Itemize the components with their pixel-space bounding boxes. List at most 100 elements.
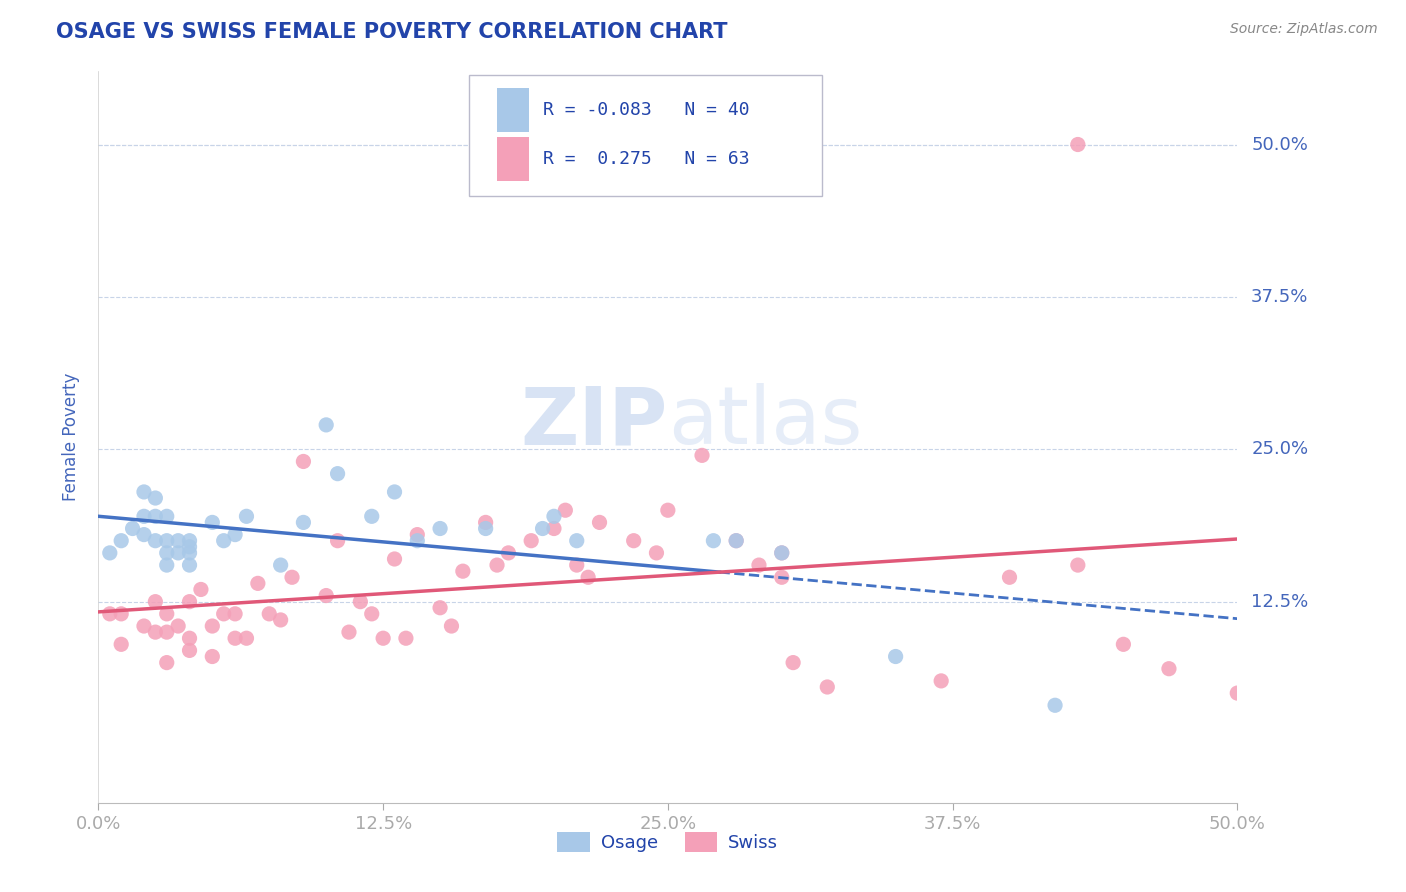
Point — [235, 509, 257, 524]
FancyBboxPatch shape — [498, 88, 529, 132]
Point — [201, 516, 224, 530]
Point — [565, 533, 588, 548]
Point — [315, 589, 337, 603]
Point — [292, 454, 315, 468]
Point — [429, 521, 451, 535]
Point — [690, 448, 713, 462]
Point — [145, 625, 167, 640]
Point — [520, 533, 543, 548]
Point — [486, 558, 509, 573]
Point — [167, 619, 190, 633]
Point — [498, 546, 520, 560]
Point — [179, 558, 201, 573]
Point — [725, 533, 748, 548]
FancyBboxPatch shape — [498, 137, 529, 181]
Point — [179, 594, 201, 608]
Point — [360, 509, 382, 524]
Point — [554, 503, 576, 517]
Point — [1043, 698, 1066, 713]
Point — [929, 673, 952, 688]
Point — [474, 516, 496, 530]
Point — [384, 485, 406, 500]
Point — [132, 485, 155, 500]
Point — [212, 533, 235, 548]
Point — [145, 594, 167, 608]
Point — [224, 527, 246, 541]
Y-axis label: Female Poverty: Female Poverty — [62, 373, 80, 501]
Point — [156, 558, 179, 573]
Point — [132, 619, 155, 633]
Point — [270, 558, 292, 573]
Point — [132, 527, 155, 541]
Point — [179, 533, 201, 548]
Point — [145, 509, 167, 524]
Point — [224, 607, 246, 621]
Point — [201, 619, 224, 633]
Point — [1157, 662, 1180, 676]
Point — [349, 594, 371, 608]
Point — [246, 576, 269, 591]
Point — [395, 632, 418, 646]
Point — [451, 564, 474, 578]
Point — [337, 625, 360, 640]
Text: atlas: atlas — [668, 384, 862, 461]
Point — [156, 625, 179, 640]
Point — [748, 558, 770, 573]
Point — [98, 546, 121, 560]
Point — [156, 656, 179, 670]
Point — [315, 417, 337, 432]
Point — [440, 619, 463, 633]
Point — [884, 649, 907, 664]
Point — [725, 533, 748, 548]
Point — [623, 533, 645, 548]
Text: R =  0.275   N = 63: R = 0.275 N = 63 — [543, 150, 749, 168]
Point — [657, 503, 679, 517]
Point — [815, 680, 838, 694]
Point — [1226, 686, 1249, 700]
Point — [156, 509, 179, 524]
Point — [98, 607, 121, 621]
Point — [1067, 558, 1090, 573]
Point — [156, 533, 179, 548]
Point — [110, 533, 132, 548]
Point — [179, 540, 201, 554]
Point — [156, 607, 179, 621]
Point — [156, 546, 179, 560]
Point — [770, 546, 793, 560]
Point — [121, 521, 143, 535]
Legend: Osage, Swiss: Osage, Swiss — [550, 824, 786, 860]
Point — [179, 632, 201, 646]
Text: R = -0.083   N = 40: R = -0.083 N = 40 — [543, 101, 749, 120]
Point — [292, 516, 315, 530]
Point — [543, 521, 565, 535]
Point — [406, 533, 429, 548]
Text: 25.0%: 25.0% — [1251, 441, 1309, 458]
Point — [110, 607, 132, 621]
Point — [145, 491, 167, 505]
Text: 37.5%: 37.5% — [1251, 288, 1309, 306]
Point — [212, 607, 235, 621]
Point — [371, 632, 394, 646]
Point — [235, 632, 257, 646]
Point — [190, 582, 212, 597]
Point — [543, 509, 565, 524]
FancyBboxPatch shape — [468, 75, 821, 195]
Text: Source: ZipAtlas.com: Source: ZipAtlas.com — [1230, 22, 1378, 37]
Point — [259, 607, 281, 621]
Text: 50.0%: 50.0% — [1251, 136, 1308, 153]
Point — [132, 509, 155, 524]
Point — [179, 546, 201, 560]
Point — [588, 516, 610, 530]
Point — [406, 527, 429, 541]
Point — [531, 521, 554, 535]
Point — [145, 533, 167, 548]
Point — [167, 546, 190, 560]
Point — [270, 613, 292, 627]
Point — [645, 546, 668, 560]
Point — [384, 552, 406, 566]
Point — [326, 467, 349, 481]
Point — [281, 570, 304, 584]
Point — [565, 558, 588, 573]
Text: OSAGE VS SWISS FEMALE POVERTY CORRELATION CHART: OSAGE VS SWISS FEMALE POVERTY CORRELATIO… — [56, 22, 728, 42]
Point — [326, 533, 349, 548]
